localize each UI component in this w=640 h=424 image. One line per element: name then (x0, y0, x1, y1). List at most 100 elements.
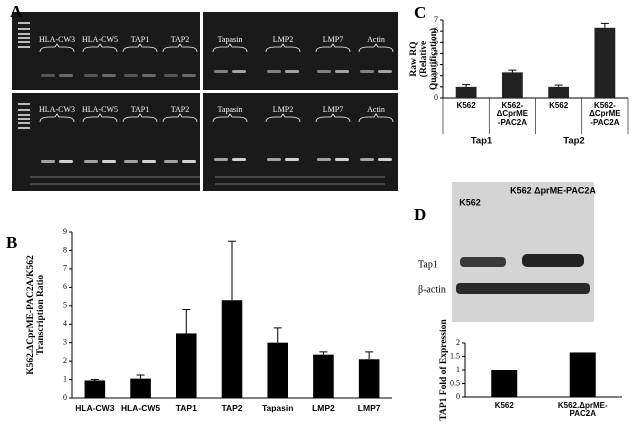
y-tick-label: 2 (456, 338, 460, 347)
gel-band (84, 160, 98, 163)
ladder-band (18, 28, 30, 30)
x-tick-label: LMP2 (312, 403, 335, 413)
lane-label: TAP2 (171, 35, 189, 44)
lane-bracket (82, 43, 118, 53)
lane-label: TAP2 (171, 105, 189, 114)
gel-band (84, 74, 98, 77)
error-bar (365, 351, 374, 360)
bar (267, 342, 288, 398)
error-bar (136, 374, 145, 379)
bar (176, 333, 197, 398)
x-tick-label: Tapasin (261, 403, 294, 413)
ladder-band (18, 118, 30, 120)
y-tick-label: 0.5 (450, 378, 460, 387)
bar (594, 27, 616, 98)
blot-row-label: Tap1 (418, 259, 438, 270)
lane-bracket (39, 113, 75, 123)
y-tick-label: 4 (63, 319, 67, 328)
bar (84, 380, 106, 398)
gel-band (30, 183, 200, 185)
gel-band (214, 158, 228, 161)
lane-label: Tapasin (218, 35, 243, 44)
gel-band (378, 70, 392, 73)
bar (358, 359, 380, 398)
x-tick-label: K562- ΔCprME -PAC2A (496, 101, 529, 127)
y-tick-label: 2 (434, 71, 438, 80)
y-tick-label: 6 (434, 26, 438, 35)
lane-bracket (162, 43, 198, 53)
gel-top-left (12, 12, 200, 90)
y-tick-label: 9 (63, 227, 67, 236)
y-axis-label: Quantification) (428, 28, 439, 90)
gel-bottom-left (12, 93, 200, 191)
ladder-band (18, 103, 30, 105)
bar (501, 72, 523, 98)
gel-band (267, 70, 281, 73)
x-tick-label: K562 (494, 401, 514, 410)
gel-band (285, 70, 299, 73)
lane-bracket (39, 43, 75, 53)
gel-band (335, 158, 349, 161)
gel-band (215, 176, 385, 178)
y-tick-label: 0 (63, 393, 67, 402)
y-tick-label: 2 (63, 356, 67, 365)
lane-label: HLA-CW5 (82, 105, 118, 114)
y-tick-label: 1 (63, 374, 67, 383)
ladder-band (18, 41, 30, 43)
gel-band (41, 160, 55, 163)
error-bar (508, 69, 517, 73)
panel-label: A (10, 2, 23, 21)
lane-label: Tapasin (218, 105, 243, 114)
gel-band (164, 160, 178, 163)
blot-column-label: K562 (459, 197, 481, 207)
gel-band (182, 160, 196, 163)
lane-label: TAP1 (131, 35, 149, 44)
blot-band (522, 254, 584, 267)
lane-bracket (315, 113, 351, 123)
lane-label: LMP2 (273, 105, 293, 114)
y-axis-label: (Relative (418, 41, 429, 77)
error-bar (462, 84, 471, 87)
bar (313, 354, 334, 398)
y-tick-label: 6 (63, 282, 67, 291)
lane-bracket (265, 113, 301, 123)
blot-band (456, 283, 590, 294)
lane-bracket (358, 113, 394, 123)
lane-bracket (265, 43, 301, 53)
lane-bracket (358, 43, 394, 53)
bar (130, 378, 151, 398)
lane-label: Actin (367, 105, 385, 114)
lane-label: LMP7 (323, 35, 343, 44)
y-tick-label: 4 (434, 48, 438, 57)
ladder-band (18, 122, 30, 124)
y-tick-label: 0 (456, 392, 460, 401)
y-tick-label: 0 (434, 93, 438, 102)
y-axis-label: Transcription Ratio (36, 275, 46, 356)
x-tick-label: HLA-CW5 (120, 403, 161, 413)
gel-band (41, 74, 55, 77)
gel-band (102, 74, 116, 77)
gel-band (142, 160, 156, 163)
y-tick-label: 7 (63, 264, 67, 273)
gel-band (360, 158, 374, 161)
lane-bracket (212, 113, 248, 123)
gel-band (164, 74, 178, 77)
gel-band (317, 158, 331, 161)
lane-label: HLA-CW3 (39, 105, 75, 114)
ladder-band (18, 37, 30, 39)
ladder-band (18, 22, 30, 24)
gel-band (142, 74, 156, 77)
y-axis-label: K562.ΔCprME-PAC2A/K562 (26, 255, 36, 375)
ladder-band (18, 46, 30, 48)
y-tick-label: 1 (456, 365, 460, 374)
bar (569, 352, 596, 397)
lane-label: LMP2 (273, 35, 293, 44)
lane-label: Actin (367, 35, 385, 44)
panel-label: D (414, 205, 426, 224)
lane-bracket (162, 113, 198, 123)
lane-bracket (315, 43, 351, 53)
panel-label: C (414, 3, 426, 22)
gel-band (335, 70, 349, 73)
x-tick-label: K562.ΔprME- PAC2A (557, 401, 608, 419)
